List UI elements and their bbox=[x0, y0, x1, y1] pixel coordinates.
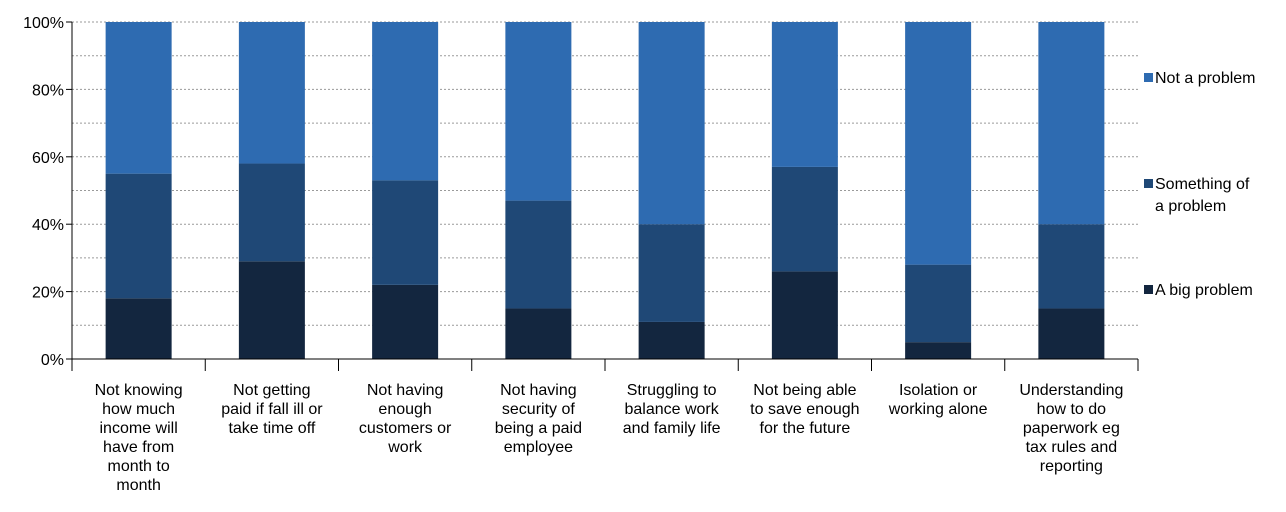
y-tick-label: 20% bbox=[32, 285, 64, 302]
gridlines bbox=[72, 21, 1138, 326]
bar-segment-not-a-problem bbox=[638, 22, 705, 225]
bar-segment-not-a-problem bbox=[372, 22, 439, 181]
bar-segment-a-big-problem bbox=[1038, 308, 1105, 359]
bars bbox=[105, 22, 1105, 359]
bar-segment-something-of-a-problem bbox=[372, 180, 439, 285]
x-category-label: Not being able to save enough for the futu… bbox=[750, 382, 859, 437]
legend-label: Not a problem bbox=[1155, 70, 1256, 87]
bar-segment-a-big-problem bbox=[638, 321, 705, 359]
legend-label: Something of a problem bbox=[1155, 176, 1250, 215]
x-category-label: Isolation or working alone bbox=[888, 382, 988, 418]
bar-segment-a-big-problem bbox=[372, 284, 439, 359]
legend-swatch bbox=[1144, 73, 1153, 82]
x-category-label: Understanding how to do paperwork eg tax ru… bbox=[1019, 382, 1123, 475]
y-tick-label: 60% bbox=[32, 150, 64, 167]
bar-segment-something-of-a-problem bbox=[771, 166, 838, 272]
bar-segment-a-big-problem bbox=[905, 342, 972, 359]
bar-segment-something-of-a-problem bbox=[238, 163, 305, 262]
y-tick-label: 80% bbox=[32, 82, 64, 99]
x-category-label: Not getting paid if fall ill or take time … bbox=[221, 382, 323, 437]
x-axis-category-labels: Not knowing how much income will have from m… bbox=[95, 382, 1124, 494]
bar-segment-a-big-problem bbox=[238, 261, 305, 359]
bar-segment-a-big-problem bbox=[105, 298, 172, 359]
x-category-label: Struggling to balance work and family life bbox=[623, 382, 721, 437]
y-axis-tick-labels: 0% 20% 40% 60% 80% 100% bbox=[23, 15, 64, 369]
bar-segment-something-of-a-problem bbox=[505, 200, 572, 309]
x-category-label: Not having enough customers or work bbox=[359, 382, 452, 456]
axes bbox=[66, 21, 1139, 371]
x-category-label: Not having security of being a paid employe… bbox=[495, 382, 582, 456]
y-tick-label: 100% bbox=[23, 15, 64, 32]
bar-segment-not-a-problem bbox=[505, 22, 572, 201]
bar-segment-not-a-problem bbox=[105, 22, 172, 174]
bar-segment-something-of-a-problem bbox=[905, 264, 972, 343]
bar-segment-something-of-a-problem bbox=[105, 173, 172, 299]
legend: Not a problem Something of a problem A big … bbox=[1144, 70, 1256, 299]
bar-segment-not-a-problem bbox=[238, 22, 305, 164]
bar-segment-a-big-problem bbox=[505, 308, 572, 359]
bar-segment-not-a-problem bbox=[905, 22, 972, 265]
legend-label: A big problem bbox=[1155, 282, 1253, 299]
legend-swatch bbox=[1144, 285, 1153, 294]
y-tick-label: 0% bbox=[41, 352, 64, 369]
bar-segment-not-a-problem bbox=[1038, 22, 1105, 225]
legend-swatch bbox=[1144, 179, 1153, 188]
bar-segment-something-of-a-problem bbox=[638, 224, 705, 322]
x-category-label: Not knowing how much income will have from m… bbox=[95, 382, 183, 494]
y-tick-label: 40% bbox=[32, 217, 64, 234]
bar-segment-a-big-problem bbox=[771, 271, 838, 359]
bar-segment-something-of-a-problem bbox=[1038, 224, 1105, 309]
bar-segment-not-a-problem bbox=[771, 22, 838, 167]
